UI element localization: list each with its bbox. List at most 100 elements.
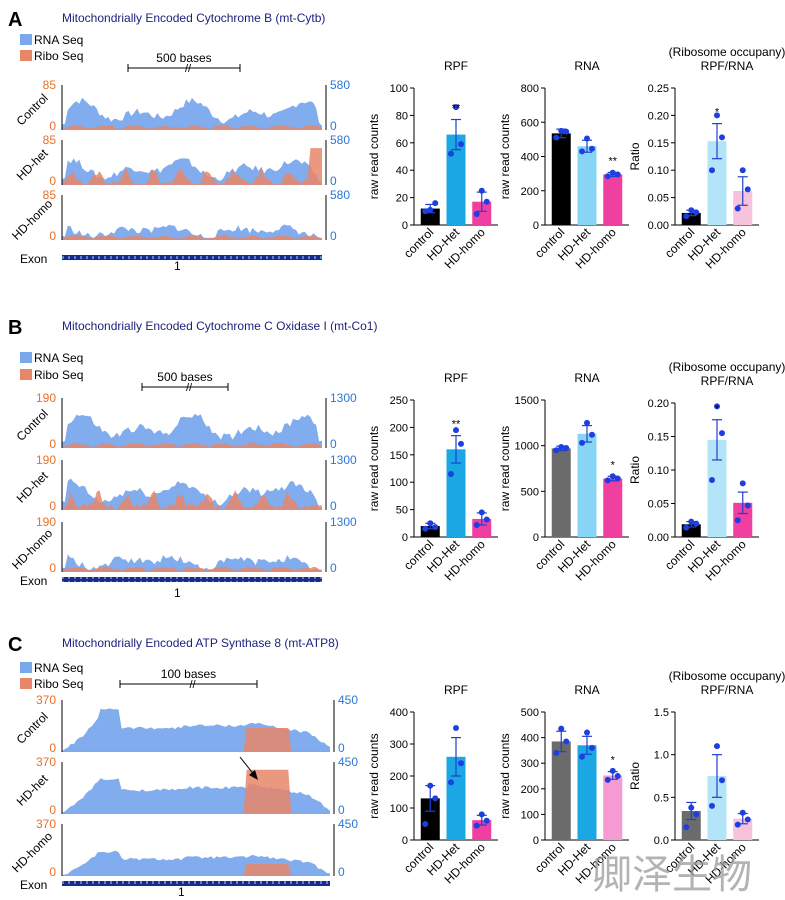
ribo-max-label: 85 <box>43 188 57 202</box>
y-axis-label: Ratio <box>628 456 642 484</box>
y-axis-label: raw read counts <box>367 733 381 818</box>
legend-ribo-label: Ribo Seq <box>34 368 83 382</box>
data-point <box>453 427 459 434</box>
legend-rna-swatch <box>20 352 32 363</box>
exon-bar <box>62 255 322 260</box>
ribo-zero-label: 0 <box>49 174 56 188</box>
y-tick-label: 60 <box>396 138 408 150</box>
bar-HD-homo <box>472 201 492 225</box>
ribo-max-label: 190 <box>36 391 56 405</box>
data-point <box>473 211 480 218</box>
y-tick-label: 100 <box>390 83 408 95</box>
data-point <box>558 127 565 134</box>
y-tick-label: 1.5 <box>654 707 669 719</box>
y-tick-label: 500 <box>521 486 539 498</box>
data-point <box>432 524 439 531</box>
y-tick-label: 1000 <box>515 441 539 453</box>
data-point <box>614 171 621 178</box>
ribo-zero-label: 0 <box>49 229 56 243</box>
rna-seq-coverage <box>62 97 322 130</box>
y-tick-label: 0.05 <box>648 193 669 205</box>
data-point <box>579 753 585 760</box>
data-point <box>448 470 454 477</box>
rna-zero-label: 0 <box>330 561 337 575</box>
data-point <box>483 198 490 205</box>
data-point <box>584 729 590 736</box>
data-point <box>427 520 434 527</box>
legend-ribo-label: Ribo Seq <box>34 677 83 691</box>
y-tick-label: 0.20 <box>648 398 669 410</box>
data-point <box>553 749 560 756</box>
y-tick-label: 50 <box>396 505 408 517</box>
data-point <box>448 779 454 786</box>
exon-label: Exon <box>20 878 47 892</box>
data-point <box>709 477 715 484</box>
significance-mark: ** <box>452 103 461 115</box>
watermark: 卿泽生物 <box>592 852 752 898</box>
data-point <box>714 403 720 410</box>
panel-letter: C <box>8 634 22 656</box>
rna-zero-label: 0 <box>330 437 337 451</box>
data-point <box>683 213 690 220</box>
panel-letter: A <box>8 9 22 31</box>
data-point <box>614 475 621 482</box>
row-label: Control <box>14 91 51 128</box>
significance-mark: * <box>611 755 616 767</box>
legend-rna-swatch <box>20 662 32 673</box>
y-tick-label: 300 <box>521 758 539 770</box>
bar-HD-Het <box>707 141 727 225</box>
exon-label: Exon <box>20 574 47 588</box>
y-tick-label: 0.15 <box>648 432 669 444</box>
chart-title: RNA <box>574 371 599 385</box>
data-point <box>693 811 700 818</box>
significance-mark: ** <box>608 155 617 167</box>
data-point <box>584 135 590 142</box>
rna-seq-coverage <box>62 413 322 448</box>
data-point <box>584 419 590 426</box>
bar-control <box>681 810 701 840</box>
chart-title: RPF <box>444 683 468 697</box>
data-point <box>448 150 454 157</box>
ribo-seq-coverage <box>62 566 322 572</box>
y-tick-label: 0.10 <box>648 165 669 177</box>
ribo-seq-coverage <box>62 728 330 752</box>
data-point <box>604 477 611 484</box>
y-tick-label: 0 <box>402 835 408 847</box>
legend-ribo-swatch <box>20 678 32 689</box>
legend-rna-label: RNA Seq <box>34 33 83 47</box>
chart-title: RPF/RNA <box>701 683 754 697</box>
y-tick-label: 0 <box>533 220 539 232</box>
data-point <box>483 516 490 523</box>
y-tick-label: 0 <box>402 532 408 544</box>
data-point <box>709 802 715 809</box>
data-point <box>609 767 616 774</box>
data-point <box>744 502 751 509</box>
y-tick-label: 600 <box>521 117 539 129</box>
ribo-seq-coverage <box>62 234 322 240</box>
data-point <box>458 760 464 767</box>
ribo-zero-label: 0 <box>49 499 56 513</box>
data-point <box>422 525 429 532</box>
y-tick-label: 100 <box>390 477 408 489</box>
data-point <box>453 725 459 731</box>
ribo-max-label: 370 <box>36 755 56 769</box>
exon-label: Exon <box>20 252 47 266</box>
y-tick-label: 800 <box>521 83 539 95</box>
y-tick-label: 200 <box>521 784 539 796</box>
ribo-max-label: 190 <box>36 453 56 467</box>
data-point <box>604 776 611 783</box>
bar-HD-homo <box>733 502 753 537</box>
chart-title: RPF/RNA <box>701 374 754 388</box>
y-tick-label: 0 <box>533 835 539 847</box>
rna-zero-label: 0 <box>330 174 337 188</box>
bar-control <box>420 798 440 840</box>
y-tick-label: 0 <box>533 532 539 544</box>
panel-A: A Mitochondrially Encoded Cytochrome B (m… <box>8 9 350 273</box>
panel-B: B Mitochondrially Encoded Cytochrome C Ox… <box>8 317 377 600</box>
exon-number: 1 <box>174 259 181 273</box>
